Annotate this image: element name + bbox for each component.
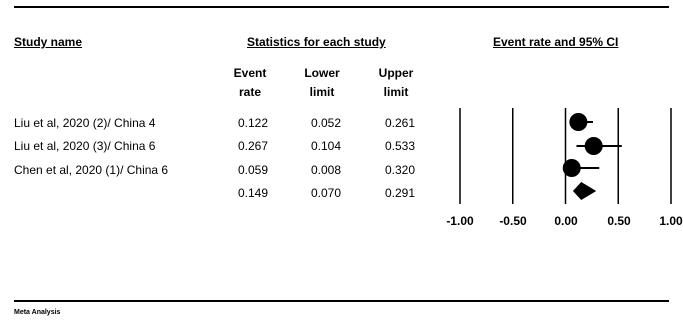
- event-rate-cell: 0.122: [237, 116, 269, 130]
- upper-limit-cell: 0.261: [384, 116, 416, 130]
- study-name-header: Study name: [14, 35, 83, 49]
- x-tick-label: -1.00: [446, 214, 474, 228]
- point-estimate-marker: [569, 113, 588, 131]
- statistics-header: Statistics for each study: [247, 35, 386, 49]
- point-estimate-marker: [584, 137, 603, 155]
- upper-limit-cell: 0.320: [384, 163, 416, 177]
- upper-limit-cell: 0.533: [384, 139, 416, 153]
- lower-limit-header: Lower limit: [304, 66, 340, 99]
- study-name-cell: Liu et al, 2020 (2)/ China 4: [14, 116, 156, 130]
- x-tick-label: -0.50: [499, 214, 527, 228]
- lower-limit-cell: 0.052: [310, 116, 342, 130]
- upper-limit-header: Upper limit: [378, 66, 414, 99]
- bottom-rule: [14, 300, 669, 302]
- study-name-cell: Liu et al, 2020 (3)/ China 6: [14, 139, 156, 153]
- lower-limit-cell: 0.104: [310, 139, 342, 153]
- summary-event-rate-cell: 0.149: [237, 186, 269, 200]
- summary-upper-limit-cell: 0.291: [384, 186, 416, 200]
- event-rate-ci-header: Event rate and 95% CI: [493, 35, 619, 49]
- footer-label: Meta Analysis: [14, 309, 61, 316]
- study-name-cell: Chen et al, 2020 (1)/ China 6: [14, 163, 169, 177]
- summary-diamond: [572, 182, 597, 200]
- event-rate-header: Event rate: [233, 66, 267, 99]
- x-tick-label: 0.50: [607, 214, 631, 228]
- event-rate-cell: 0.059: [237, 163, 269, 177]
- lower-limit-cell: 0.008: [310, 163, 342, 177]
- event-rate-cell: 0.267: [237, 139, 269, 153]
- top-rule: [14, 6, 669, 8]
- x-tick-label: 0.00: [554, 214, 578, 228]
- x-tick-label: 1.00: [659, 214, 683, 228]
- summary-lower-limit-cell: 0.070: [310, 186, 342, 200]
- point-estimate-marker: [562, 159, 581, 177]
